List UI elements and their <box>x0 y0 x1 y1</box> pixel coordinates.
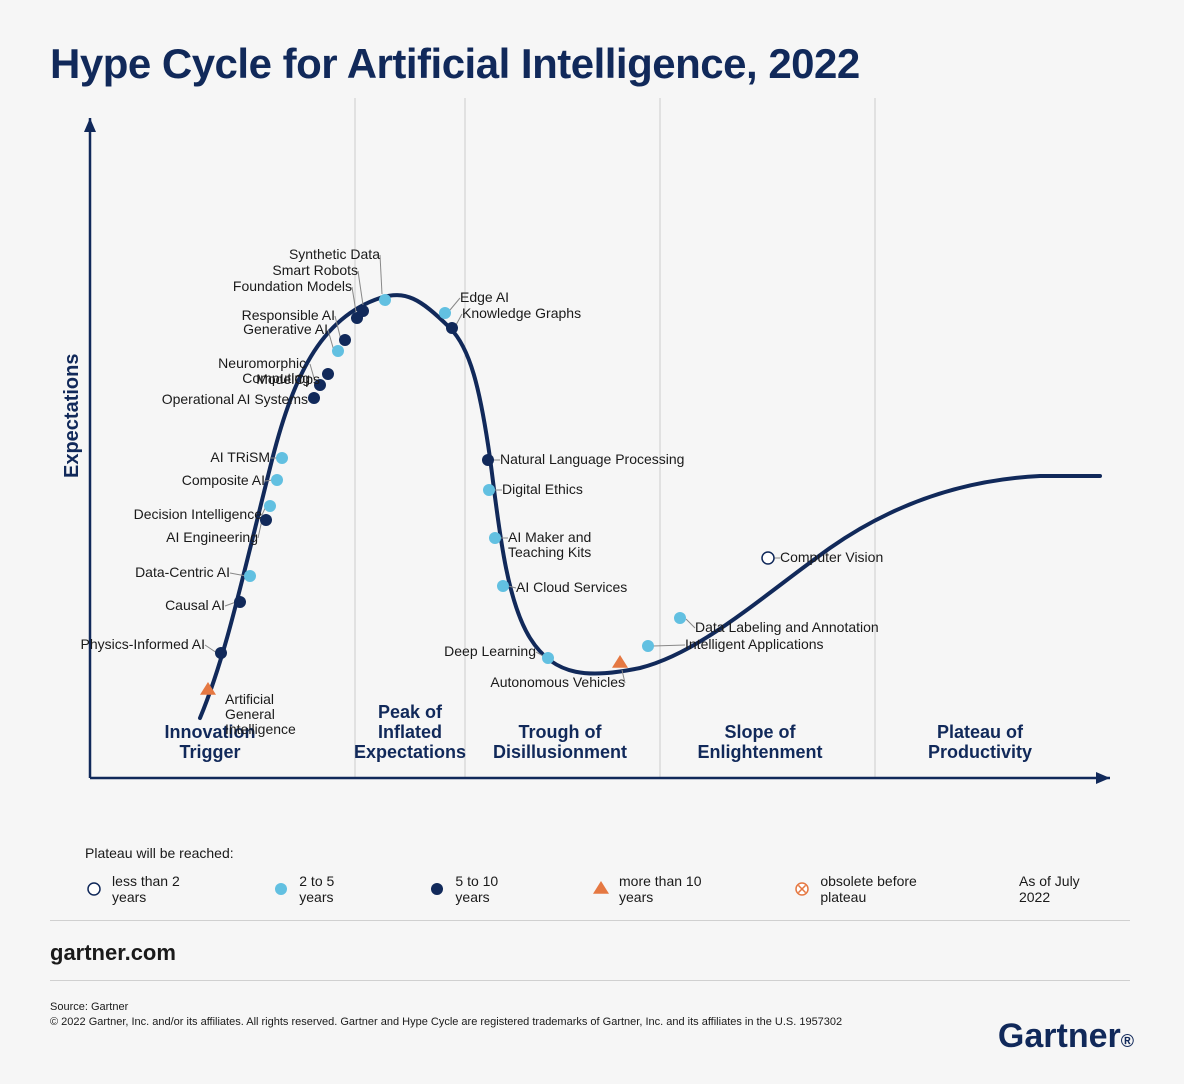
tech-label: Generative AI <box>243 321 328 337</box>
tech-label: Knowledge Graphs <box>462 305 581 321</box>
svg-text:Plateau ofProductivity: Plateau ofProductivity <box>928 722 1032 762</box>
tech-label: Autonomous Vehicles <box>490 674 625 690</box>
tech-label: AI Cloud Services <box>516 579 627 595</box>
legend-item: more than 10 years <box>592 873 733 905</box>
gartner-logo: Gartner® <box>998 1017 1134 1056</box>
legend-label: 5 to 10 years <box>455 873 532 905</box>
tech-label: Deep Learning <box>444 643 536 659</box>
svg-text:Expectations: Expectations <box>61 354 83 478</box>
svg-text:Slope ofEnlightenment: Slope ofEnlightenment <box>698 722 823 762</box>
tech-label: ArtificialGeneralIntelligence <box>225 691 296 737</box>
svg-text:Peak ofInflatedExpectations: Peak ofInflatedExpectations <box>354 702 466 762</box>
tech-label: Foundation Models <box>233 278 352 294</box>
legend-item: 2 to 5 years <box>272 873 368 905</box>
tech-label: Computer Vision <box>780 549 883 565</box>
tech-label: Data Labeling and Annotation <box>695 619 879 635</box>
tech-label: ModelOps <box>256 371 320 387</box>
footnote-source: Source: Gartner <box>50 1000 842 1015</box>
tech-label: Composite AI <box>182 472 265 488</box>
legend-label: 2 to 5 years <box>299 873 368 905</box>
tech-label: Decision Intelligence <box>134 506 263 522</box>
legend-label: obsolete before plateau <box>820 873 959 905</box>
chart-title: Hype Cycle for Artificial Intelligence, … <box>50 40 1134 88</box>
legend-label: less than 2 years <box>112 873 212 905</box>
tech-label: Operational AI Systems <box>162 391 308 407</box>
legend-item: 5 to 10 years <box>428 873 532 905</box>
divider <box>50 920 1130 921</box>
tech-label: Natural Language Processing <box>500 451 684 467</box>
site-url: gartner.com <box>50 940 176 966</box>
tech-label: AI Engineering <box>166 529 258 545</box>
tech-label: Intelligent Applications <box>685 636 824 652</box>
tech-label: Synthetic Data <box>289 246 380 262</box>
hype-cycle-chart: ExpectationsTimeInnovationTriggerPeak of… <box>60 98 1120 798</box>
footnote-copyright: © 2022 Gartner, Inc. and/or its affiliat… <box>50 1015 842 1030</box>
legend: Plateau will be reached: less than 2 yea… <box>85 845 1125 905</box>
tech-label: AI Maker andTeaching Kits <box>508 529 591 560</box>
legend-row: less than 2 years 2 to 5 years 5 to 10 yea… <box>85 873 1125 905</box>
tech-label: Causal AI <box>165 597 225 613</box>
as-of-date: As of July 2022 <box>1019 873 1110 905</box>
tech-label: Data-Centric AI <box>135 564 230 580</box>
footnote: Source: Gartner © 2022 Gartner, Inc. and… <box>50 1000 842 1031</box>
legend-title: Plateau will be reached: <box>85 845 1125 861</box>
divider <box>50 980 1130 981</box>
legend-item: less than 2 years <box>85 873 212 905</box>
tech-label: AI TRiSM <box>210 449 270 465</box>
tech-label: Edge AI <box>460 289 509 305</box>
legend-item: obsolete before plateau <box>793 873 959 905</box>
legend-label: more than 10 years <box>619 873 733 905</box>
tech-label: Smart Robots <box>272 262 358 278</box>
tech-label: Digital Ethics <box>502 481 583 497</box>
tech-label: Physics-Informed AI <box>81 636 206 652</box>
svg-text:Trough ofDisillusionment: Trough ofDisillusionment <box>493 722 627 762</box>
tech-label: Responsible AI <box>242 307 335 323</box>
